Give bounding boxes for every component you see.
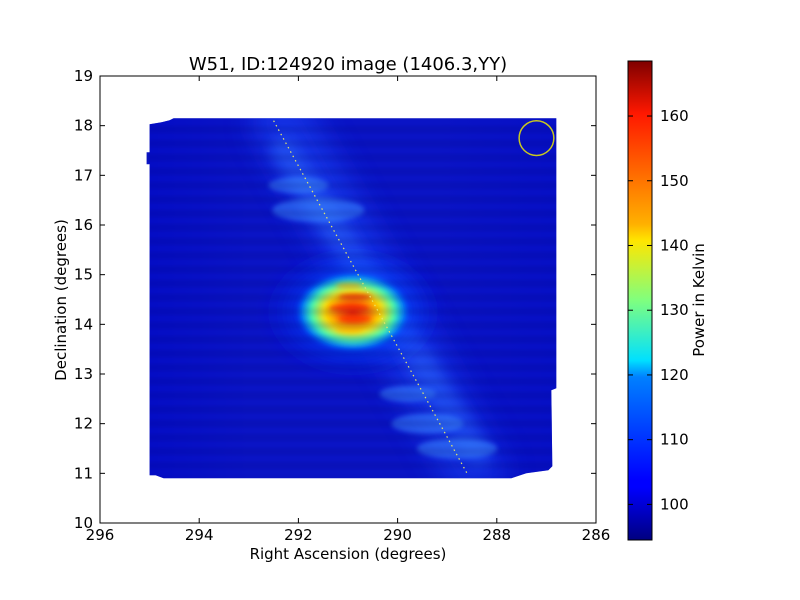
y-tick-label: 15 [74, 266, 93, 284]
x-tick-label: 286 [582, 526, 611, 544]
heatmap [146, 118, 557, 479]
colorbar-ticks: 100 110 120 130 140 150 160 [628, 107, 689, 513]
scan-line [273, 120, 468, 474]
colorbar-tick-label: 120 [660, 366, 689, 384]
y-tick-label: 13 [74, 365, 93, 383]
y-tick-label: 10 [74, 514, 93, 532]
x-tick-label: 288 [482, 526, 511, 544]
x-axis-label: Right Ascension (degrees) [250, 545, 447, 563]
colorbar [627, 60, 653, 541]
y-tick-label: 11 [74, 464, 93, 482]
colorbar-label: Power in Kelvin [690, 243, 708, 357]
colorbar-tick-label: 100 [660, 495, 689, 513]
y-axis: 10 11 12 13 14 15 16 17 18 19 [74, 67, 596, 532]
map-emission [146, 118, 557, 479]
y-tick-label: 14 [74, 315, 93, 333]
x-tick-label: 292 [284, 526, 313, 544]
colorbar-tick-label: 140 [660, 236, 689, 254]
y-tick-label: 17 [74, 166, 93, 184]
y-axis-label: Declination (degrees) [52, 219, 70, 381]
x-tick-label: 296 [86, 526, 115, 544]
colorbar-tick-label: 110 [660, 431, 689, 449]
colorbar-tick-label: 150 [660, 172, 689, 190]
colorbar-tick-label: 130 [660, 301, 689, 319]
x-tick-label: 294 [185, 526, 214, 544]
y-tick-label: 12 [74, 415, 93, 433]
x-tick-label: 290 [383, 526, 412, 544]
x-axis: 296 294 292 290 288 286 [86, 76, 611, 544]
chart-title: W51, ID:124920 image (1406.3,YY) [189, 54, 507, 75]
y-tick-label: 18 [74, 117, 93, 135]
axes-frame [99, 75, 597, 524]
colorbar-tick-label: 160 [660, 107, 689, 125]
beam-circle [518, 119, 555, 157]
y-tick-label: 19 [74, 67, 93, 85]
y-tick-label: 16 [74, 216, 93, 234]
